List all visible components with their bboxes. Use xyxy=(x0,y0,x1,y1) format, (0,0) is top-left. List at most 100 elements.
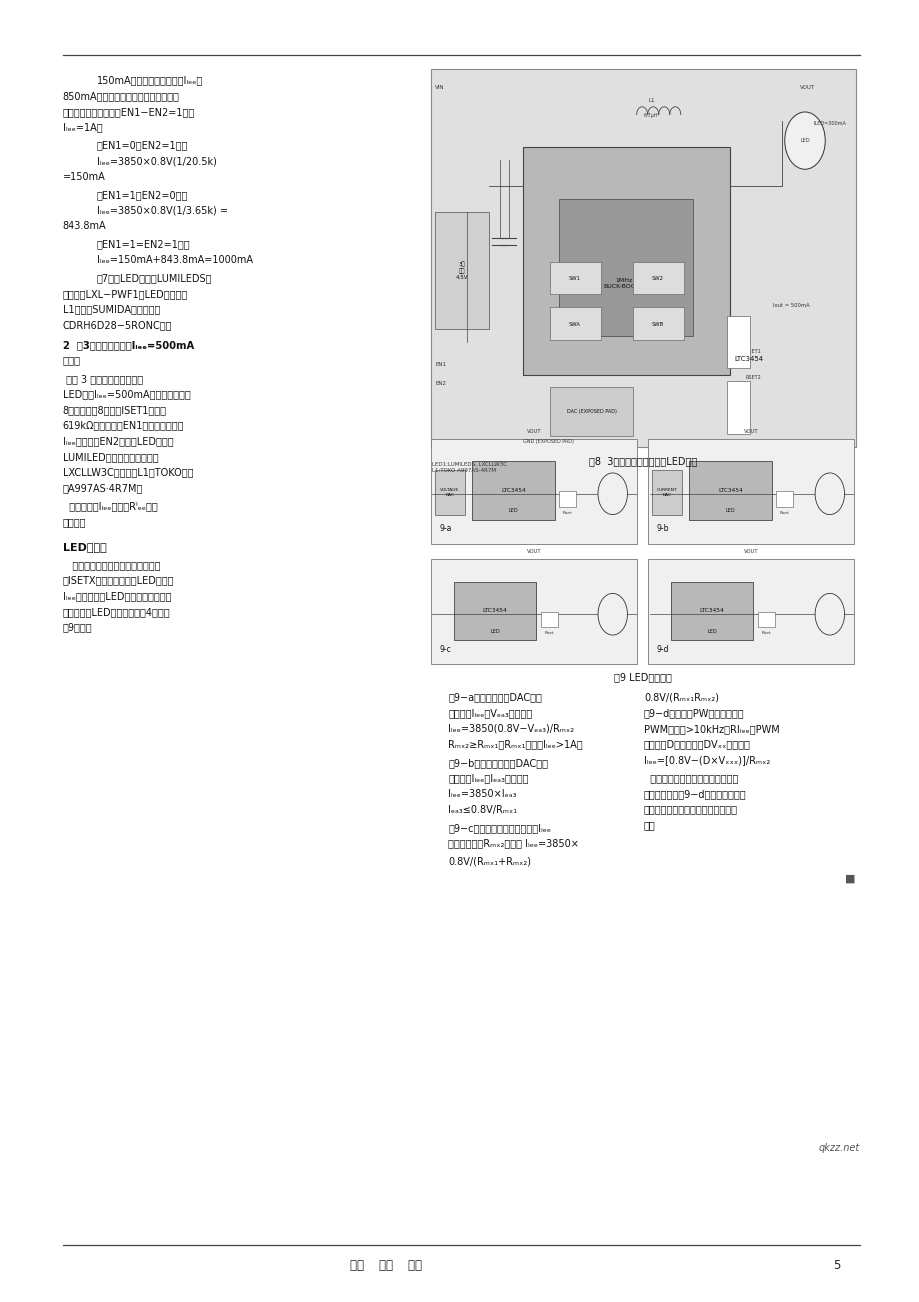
Text: 在EN1=1，EN2=0时，: 在EN1=1，EN2=0时， xyxy=(96,190,187,201)
Text: LED，使Iₗₑₑ=500mA电流的电路如图: LED，使Iₗₑₑ=500mA电流的电路如图 xyxy=(62,389,190,400)
Text: 图9−b所示为用电流型DAC来实: 图9−b所示为用电流型DAC来实 xyxy=(448,758,548,768)
Text: 图9−a所示为用电压DAC来实: 图9−a所示为用电压DAC来实 xyxy=(448,693,541,703)
Text: ILED=300mA: ILED=300mA xyxy=(812,121,845,126)
Text: 850mA可作闪光灯用的电流。若要求闪: 850mA可作闪光灯用的电流。若要求闪 xyxy=(62,91,179,102)
Text: qkzz.net: qkzz.net xyxy=(818,1143,859,1154)
Text: 电容的容量，可加不同容量来实验确: 电容的容量，可加不同容量来实验确 xyxy=(643,805,737,815)
Text: SW1: SW1 xyxy=(568,276,581,281)
Text: LED的调光: LED的调光 xyxy=(62,542,107,552)
Text: 619kΩ的电阵，由EN1来控制亮、暗、: 619kΩ的电阵，由EN1来控制亮、暗、 xyxy=(62,421,184,431)
Text: VOUT: VOUT xyxy=(743,428,758,434)
Text: VOUT: VOUT xyxy=(800,85,814,90)
Text: RSET2: RSET2 xyxy=(744,375,760,380)
Text: 图9所示。: 图9所示。 xyxy=(62,622,92,633)
Bar xyxy=(726,381,749,434)
Text: LTC3454: LTC3454 xyxy=(482,608,506,613)
Text: 定。: 定。 xyxy=(643,820,655,831)
Text: 图9−d所示为用PW信号来调光。: 图9−d所示为用PW信号来调光。 xyxy=(643,708,743,719)
Text: 9-d: 9-d xyxy=(656,644,669,654)
Text: EN2: EN2 xyxy=(435,381,446,387)
Bar xyxy=(688,461,771,519)
Text: ■: ■ xyxy=(845,874,855,884)
Circle shape xyxy=(814,473,844,514)
Text: SWA: SWA xyxy=(568,322,581,327)
Text: LED: LED xyxy=(490,629,499,634)
Bar xyxy=(776,491,792,506)
Text: 现调光。Iₗₑₑ与Iₑₐ₃的关系：: 现调光。Iₗₑₑ与Iₑₐ₃的关系： xyxy=(448,773,528,784)
Text: VOUT: VOUT xyxy=(527,428,541,434)
Text: Iₗₑₑ=[0.8V−(D×Vₓₓₓ)]/Rₘₓ₂: Iₗₑₑ=[0.8V−(D×Vₓₓₓ)]/Rₘₓ₂ xyxy=(643,755,769,766)
Bar xyxy=(647,560,853,664)
Bar xyxy=(652,470,681,514)
Bar xyxy=(471,461,554,519)
Bar xyxy=(430,439,636,544)
Text: 150mA可用于电筒照明时的Iₗₑₑ。: 150mA可用于电筒照明时的Iₗₑₑ。 xyxy=(96,76,202,86)
Bar xyxy=(559,199,692,336)
Text: 图7中，LED用的是LUMILEDS公: 图7中，LED用的是LUMILEDS公 xyxy=(96,273,212,284)
Bar xyxy=(550,307,600,340)
Text: 在EN1=1=EN2=1时，: 在EN1=1=EN2=1时， xyxy=(96,240,190,250)
Text: 用户可根据产品的要求及使用的器: 用户可根据产品的要求及使用的器 xyxy=(643,773,738,784)
Text: LXCLLW3C，电感器L1是TOKO公司: LXCLLW3C，电感器L1是TOKO公司 xyxy=(62,467,193,478)
Text: Iₗₑₑ=3850×0.8V(1/20.5k): Iₗₑₑ=3850×0.8V(1/20.5k) xyxy=(96,156,216,167)
Circle shape xyxy=(814,594,844,635)
Text: 0.8V/(Rₘₓ₁+Rₘₓ₂): 0.8V/(Rₘₓ₁+Rₘₓ₂) xyxy=(448,857,530,867)
Text: 种由 3 节锄氧电池驱动白光: 种由 3 节锄氧电池驱动白光 xyxy=(62,374,142,384)
Text: EN1: EN1 xyxy=(435,362,446,367)
Text: Rset: Rset xyxy=(779,510,789,514)
Text: PWM的频率>10kHz。RIₗₑₑ与PWM: PWM的频率>10kHz。RIₗₑₑ与PWM xyxy=(643,724,779,734)
Text: Iₗₑₑ=3850×Iₑₐ₃: Iₗₑₑ=3850×Iₑₐ₃ xyxy=(448,789,516,799)
Bar xyxy=(550,387,632,436)
Text: 若要不同的Iₗₑₑ，改变Rᴵₑₑ的阻: 若要不同的Iₗₑₑ，改变Rᴵₑₑ的阻 xyxy=(62,501,157,512)
Text: RSET1: RSET1 xyxy=(744,349,760,354)
Text: CDRH6D28−5RONC的。: CDRH6D28−5RONC的。 xyxy=(62,320,172,331)
Text: 图9−c所示为用电位器来调光。Iₗₑₑ: 图9−c所示为用电位器来调光。Iₗₑₑ xyxy=(448,823,550,833)
Bar xyxy=(540,612,557,628)
Text: 件来选择。在图9−d中，图细未给出: 件来选择。在图9−d中，图细未给出 xyxy=(643,789,746,799)
Bar xyxy=(550,262,600,294)
Text: LTC3454: LTC3454 xyxy=(501,488,525,493)
Text: 目的。实现LED调光的方法有4种，如: 目的。实现LED调光的方法有4种，如 xyxy=(62,607,170,617)
Text: Iₗₑₑ=150mA+843.8mA=1000mA: Iₗₑₑ=150mA+843.8mA=1000mA xyxy=(96,255,253,266)
Text: 的电路: 的电路 xyxy=(62,355,81,366)
Text: 图8  3节锄氧电池驱动白光LED电路: 图8 3节锄氧电池驱动白光LED电路 xyxy=(588,456,697,466)
Text: 的A997AS·4R7M。: 的A997AS·4R7M。 xyxy=(62,483,142,493)
Text: VOLTAGE
DAC: VOLTAGE DAC xyxy=(440,488,459,497)
Text: L1用的是SUMIDA公司型号为: L1用的是SUMIDA公司型号为 xyxy=(62,305,160,315)
Text: 0.8V/(Rₘₓ₁Rₘₓ₂): 0.8V/(Rₘₓ₁Rₘₓ₂) xyxy=(643,693,719,703)
Text: 用心    爱心    专心: 用心 爱心 专心 xyxy=(350,1259,422,1272)
Text: 与电位器电阵Rₘₓ₂的关系 Iₗₑₑ=3850×: 与电位器电阵Rₘₓ₂的关系 Iₗₑₑ=3850× xyxy=(448,838,578,849)
Circle shape xyxy=(784,112,824,169)
Text: LED1:LUMILEDS, LXCLLW3C
L1:TOKO A997AS-4R7M: LED1:LUMILEDS, LXCLLW3C L1:TOKO A997AS-4… xyxy=(432,462,507,473)
Text: 光灯有更大的电流时，EN1−EN2=1，则: 光灯有更大的电流时，EN1−EN2=1，则 xyxy=(62,107,195,117)
Bar xyxy=(757,612,774,628)
Text: L1: L1 xyxy=(647,98,654,103)
Text: 的占空比D及幅度电压DVₓₓ的关系；: 的占空比D及幅度电压DVₓₓ的关系； xyxy=(643,740,750,750)
Text: 5: 5 xyxy=(833,1259,840,1272)
Text: Iout = 500mA: Iout = 500mA xyxy=(772,303,809,309)
Text: LTC3454: LTC3454 xyxy=(733,355,763,362)
Text: 3节
锂电
4.5V: 3节 锂电 4.5V xyxy=(455,262,468,280)
Text: 司型号为LXL−PWF1的LED。电感器: 司型号为LXL−PWF1的LED。电感器 xyxy=(62,289,187,299)
Text: VIN: VIN xyxy=(435,85,444,90)
Text: LUMILED公司的产品，型号为: LUMILED公司的产品，型号为 xyxy=(62,452,158,462)
Text: Rset: Rset xyxy=(562,510,572,514)
Text: DAC (EXPOSED PAD): DAC (EXPOSED PAD) xyxy=(566,409,616,414)
Text: 9-b: 9-b xyxy=(656,525,669,534)
Text: 图9 LED调光电路: 图9 LED调光电路 xyxy=(614,672,671,682)
Text: Iₑₐ₃≤0.8V/Rₘₓ₁: Iₑₐ₃≤0.8V/Rₘₓ₁ xyxy=(448,805,516,815)
Bar xyxy=(435,212,488,329)
Bar xyxy=(430,560,636,664)
Text: LED: LED xyxy=(800,138,809,143)
Text: 现调光。Iₗₑₑ与Vₑₐ₃的关系：: 现调光。Iₗₑₑ与Vₑₐ₃的关系： xyxy=(448,708,532,719)
Text: LTC3454: LTC3454 xyxy=(699,608,723,613)
Text: LED: LED xyxy=(725,508,734,513)
Text: GND (EXPOSED PAD): GND (EXPOSED PAD) xyxy=(522,439,573,444)
Bar xyxy=(670,582,753,641)
Text: LED: LED xyxy=(707,629,716,634)
Bar xyxy=(726,316,749,368)
Circle shape xyxy=(597,594,627,635)
Text: 2  由3节锄氧电池驱动Iₗₑₑ=500mA: 2 由3节锄氧电池驱动Iₗₑₑ=500mA xyxy=(62,340,194,350)
Text: 9-a: 9-a xyxy=(439,525,451,534)
Text: 在EN1=0，EN2=1时，: 在EN1=0，EN2=1时， xyxy=(96,141,187,151)
